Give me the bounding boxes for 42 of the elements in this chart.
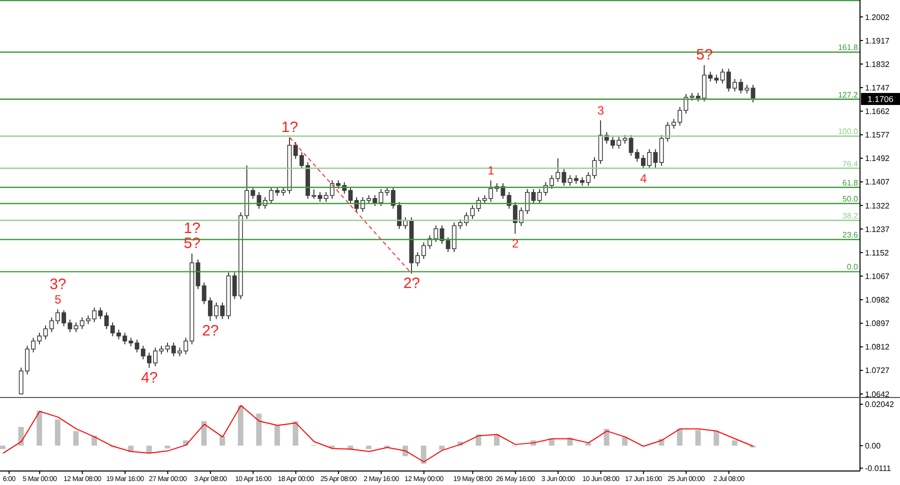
y-tick-label: 1.0642 — [865, 390, 890, 399]
y-tick-label: 1.0727 — [865, 366, 890, 376]
y-tick-label: -0.0111 — [865, 464, 892, 473]
annotation: 1? — [184, 220, 200, 238]
y-tick-label: 1.0812 — [865, 342, 890, 352]
annotation: 3 — [597, 103, 604, 118]
y-tick-label: 1.1407 — [865, 178, 890, 187]
y-tick-label: 1.0982 — [865, 296, 890, 305]
y-tick-label: 0.00 — [865, 441, 882, 450]
y-tick-label: 1.1577 — [865, 130, 890, 140]
annotation: 1 — [488, 163, 495, 178]
y-tick-label: 1.1322 — [865, 201, 890, 210]
annotation: 2 — [512, 236, 520, 251]
annotation: 4? — [141, 369, 158, 386]
y-tick-label: 1.1917 — [865, 36, 890, 46]
annotation: 2? — [403, 275, 420, 292]
annotation: 38.2 — [842, 211, 859, 220]
annotation: 76.4 — [842, 159, 859, 168]
y-tick-label: 1.0897 — [865, 319, 890, 328]
annotation: 100.0 — [838, 127, 859, 136]
y-tick-label: 1.1662 — [865, 107, 890, 116]
y-tick-label: 1.1832 — [865, 60, 890, 69]
annotation: 3? — [50, 276, 66, 293]
annotation: 50.0 — [842, 194, 859, 204]
y-tick-label: 0.02042 — [865, 400, 894, 410]
ref-line-label: 1.1706 — [868, 94, 894, 104]
annotation: 127.2 — [838, 90, 859, 100]
annotation: 23.6 — [842, 230, 859, 240]
annotation: 4 — [640, 172, 648, 186]
annotation: 61.8 — [842, 178, 859, 188]
annotation: 0.0 — [846, 262, 859, 272]
annotation: 5 — [54, 292, 62, 306]
annotation: 161.8 — [838, 43, 859, 52]
annotation: 1? — [281, 119, 298, 136]
y-tick-label: 1.1492 — [865, 154, 890, 164]
y-tick-label: 1.2002 — [865, 12, 890, 22]
annotation: 2? — [202, 322, 219, 340]
y-tick-label: 1.1237 — [865, 224, 890, 234]
y-tick-label: 1.1067 — [865, 272, 890, 281]
y-tick-label: 1.1152 — [865, 248, 890, 258]
y-tick-label: 1.1747 — [865, 83, 890, 92]
annotation: 5? — [184, 235, 200, 252]
